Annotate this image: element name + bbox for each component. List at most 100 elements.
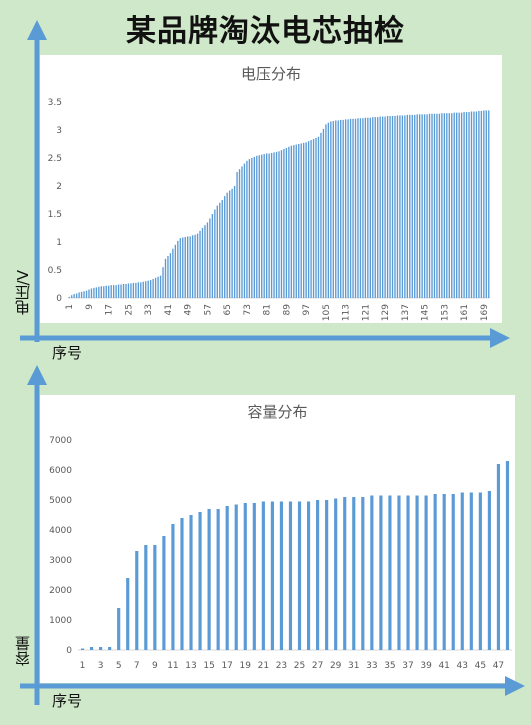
bar <box>347 119 349 298</box>
bar <box>302 142 305 298</box>
y-tick-label: 2000 <box>49 586 72 596</box>
x-tick-label: 65 <box>223 304 233 315</box>
bar <box>238 169 241 298</box>
bar <box>418 114 421 298</box>
x-tick-label: 33 <box>366 661 377 671</box>
bar <box>298 144 300 298</box>
bar <box>278 151 280 298</box>
bar <box>436 113 438 298</box>
y-tick-label: 2.5 <box>48 154 62 164</box>
bar <box>201 228 204 298</box>
x-tick-label: 57 <box>203 304 213 315</box>
x-tick-label: 105 <box>322 304 332 321</box>
bar <box>137 282 140 298</box>
bar <box>416 114 418 298</box>
x-tick-label: 97 <box>302 304 312 315</box>
y-tick-label: 4000 <box>49 526 72 536</box>
bar <box>279 501 284 650</box>
x-tick-label: 137 <box>401 304 411 321</box>
bar <box>216 205 218 298</box>
x-tick-label: 23 <box>276 661 287 671</box>
bar <box>122 284 125 298</box>
x-tick-label: 1 <box>80 661 86 671</box>
bar <box>386 116 389 298</box>
bar <box>426 114 428 298</box>
bar <box>184 236 186 298</box>
bar <box>424 495 428 650</box>
bar <box>248 159 251 298</box>
bar <box>211 214 214 298</box>
bar <box>221 200 223 298</box>
bar <box>306 501 311 650</box>
y-tick-label: 0 <box>66 646 72 656</box>
bar <box>209 218 211 298</box>
bar <box>169 253 172 298</box>
bar <box>316 500 320 650</box>
bar <box>252 503 256 650</box>
bar <box>108 647 112 650</box>
bar <box>496 464 501 650</box>
bar <box>68 296 70 298</box>
bar <box>270 501 274 650</box>
bar <box>487 491 491 650</box>
bar <box>288 146 290 298</box>
bar <box>105 285 107 298</box>
bar <box>409 114 411 298</box>
bar <box>460 112 463 298</box>
bar <box>465 112 468 298</box>
x-tick-label: 45 <box>475 661 486 671</box>
page-title: 某品牌淘汰电芯抽检 <box>126 14 405 49</box>
x-tick-label: 113 <box>342 304 352 321</box>
x-tick-label: 11 <box>167 661 178 671</box>
bar <box>448 113 450 298</box>
bar <box>149 280 152 298</box>
y-tick-label: 7000 <box>49 436 72 446</box>
bar <box>243 163 246 298</box>
bar <box>377 117 379 299</box>
y-tick-label: 3.5 <box>48 98 62 108</box>
y-tick-label: 1000 <box>49 616 72 626</box>
bar <box>159 275 162 298</box>
bar <box>423 114 426 298</box>
bar <box>80 648 85 650</box>
bar <box>335 120 337 298</box>
bar <box>157 276 159 298</box>
bar <box>414 114 416 298</box>
bar <box>438 113 441 298</box>
bar <box>473 111 475 299</box>
bar <box>152 278 154 298</box>
bar <box>342 119 344 298</box>
bar <box>458 112 460 298</box>
bar <box>226 192 228 298</box>
bar <box>446 113 448 298</box>
y-tick-label: 6000 <box>49 466 72 476</box>
bar <box>273 152 275 298</box>
bar <box>317 136 320 298</box>
bar <box>191 235 194 298</box>
bar <box>297 501 302 650</box>
bar <box>108 285 110 298</box>
bar <box>142 281 144 298</box>
bar <box>144 545 148 650</box>
x-tick-label: 7 <box>134 661 140 671</box>
x-tick-label: 17 <box>105 304 115 315</box>
bar <box>90 288 93 298</box>
bar <box>488 110 490 299</box>
voltage-y-axis-label: 电压/V <box>14 270 32 316</box>
bar <box>374 117 376 299</box>
bar <box>349 118 352 298</box>
bar <box>463 112 465 298</box>
bar <box>305 142 307 298</box>
bar <box>343 497 347 650</box>
y-tick-label: 5000 <box>49 496 72 506</box>
voltage-chart-plot: 0 0.5 1 1.5 2 2.5 3 3.5 1 9 17 25 33 41 49 57 65 73 81 89 97… <box>48 98 490 321</box>
bar <box>406 114 409 298</box>
bar <box>231 188 233 298</box>
bar <box>388 495 392 650</box>
x-tick-label: 15 <box>203 661 214 671</box>
bar <box>88 289 90 298</box>
bar <box>187 236 189 298</box>
y-tick-label: 2 <box>56 182 62 192</box>
x-tick-label: 1 <box>65 304 75 310</box>
